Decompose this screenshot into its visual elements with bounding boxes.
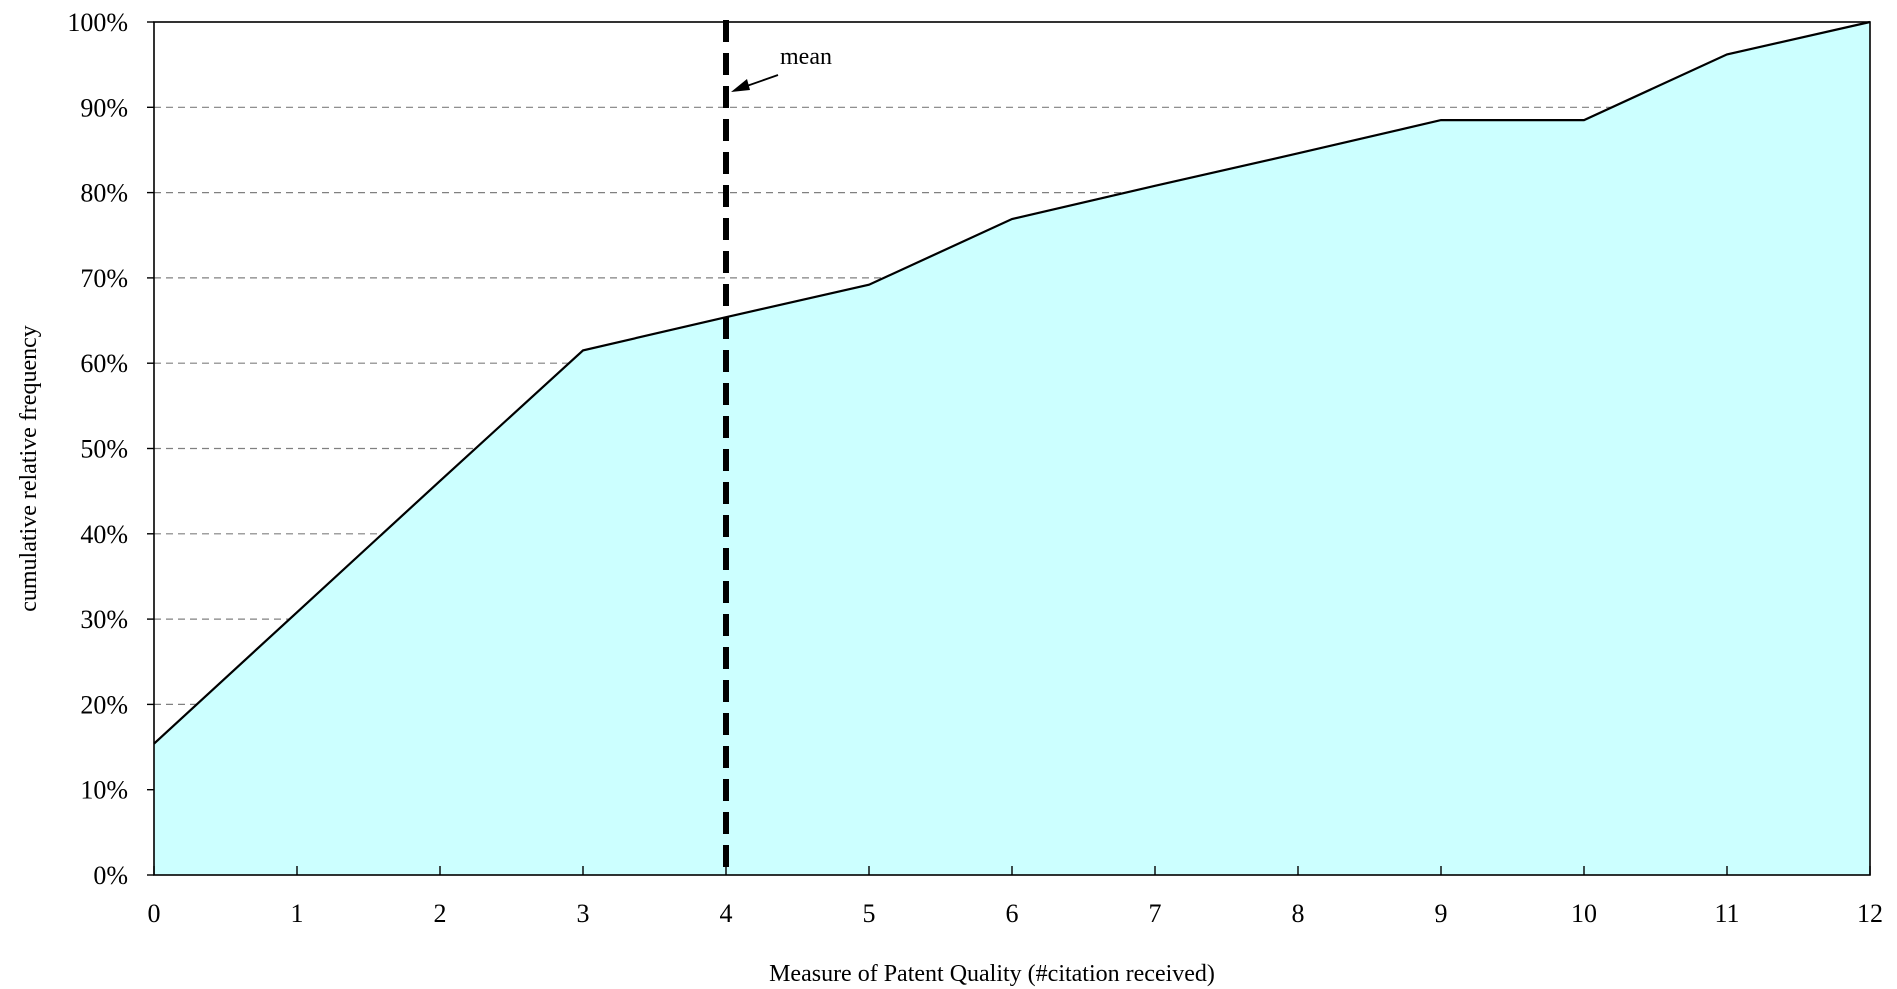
y-axis-ticks: 0% 10% 20% 30% 40% 50% 60% 70% 80% 90% 100% [67,8,154,890]
mean-label: mean [780,44,832,70]
x-tick-label: 7 [1149,899,1162,928]
cumulative-area [154,22,1870,875]
x-tick-label: 0 [148,899,161,928]
x-axis-ticks: 0 1 2 3 4 5 6 7 8 9 10 11 12 [148,866,1883,928]
y-axis-title: cumulative relative frequency [16,325,42,612]
y-tick-label: 0% [93,861,128,890]
cumulative-line [153,20,1871,745]
x-tick-label: 6 [1006,899,1019,928]
y-tick-label: 70% [80,264,128,293]
y-tick-label: 90% [80,93,128,122]
x-tick-label: 2 [434,899,447,928]
y-tick-label: 30% [80,605,128,634]
y-tick-label: 40% [80,520,128,549]
x-axis-title: Measure of Patent Quality (#citation rec… [769,961,1215,987]
mean-annotation: mean [731,44,832,92]
y-tick-label: 80% [80,179,128,208]
x-tick-label: 1 [291,899,304,928]
x-tick-label: 9 [1435,899,1448,928]
y-tick-label: 60% [80,349,128,378]
y-tick-label: 20% [80,690,128,719]
y-tick-label: 100% [67,8,128,37]
x-tick-label: 5 [863,899,876,928]
x-tick-label: 12 [1857,899,1883,928]
mean-arrow-head [731,79,750,92]
x-tick-label: 10 [1571,899,1597,928]
y-tick-label: 10% [80,776,128,805]
x-tick-label: 3 [577,899,590,928]
x-tick-label: 11 [1714,899,1739,928]
x-tick-label: 4 [720,899,733,928]
y-tick-label: 50% [80,435,128,464]
x-tick-label: 8 [1292,899,1305,928]
